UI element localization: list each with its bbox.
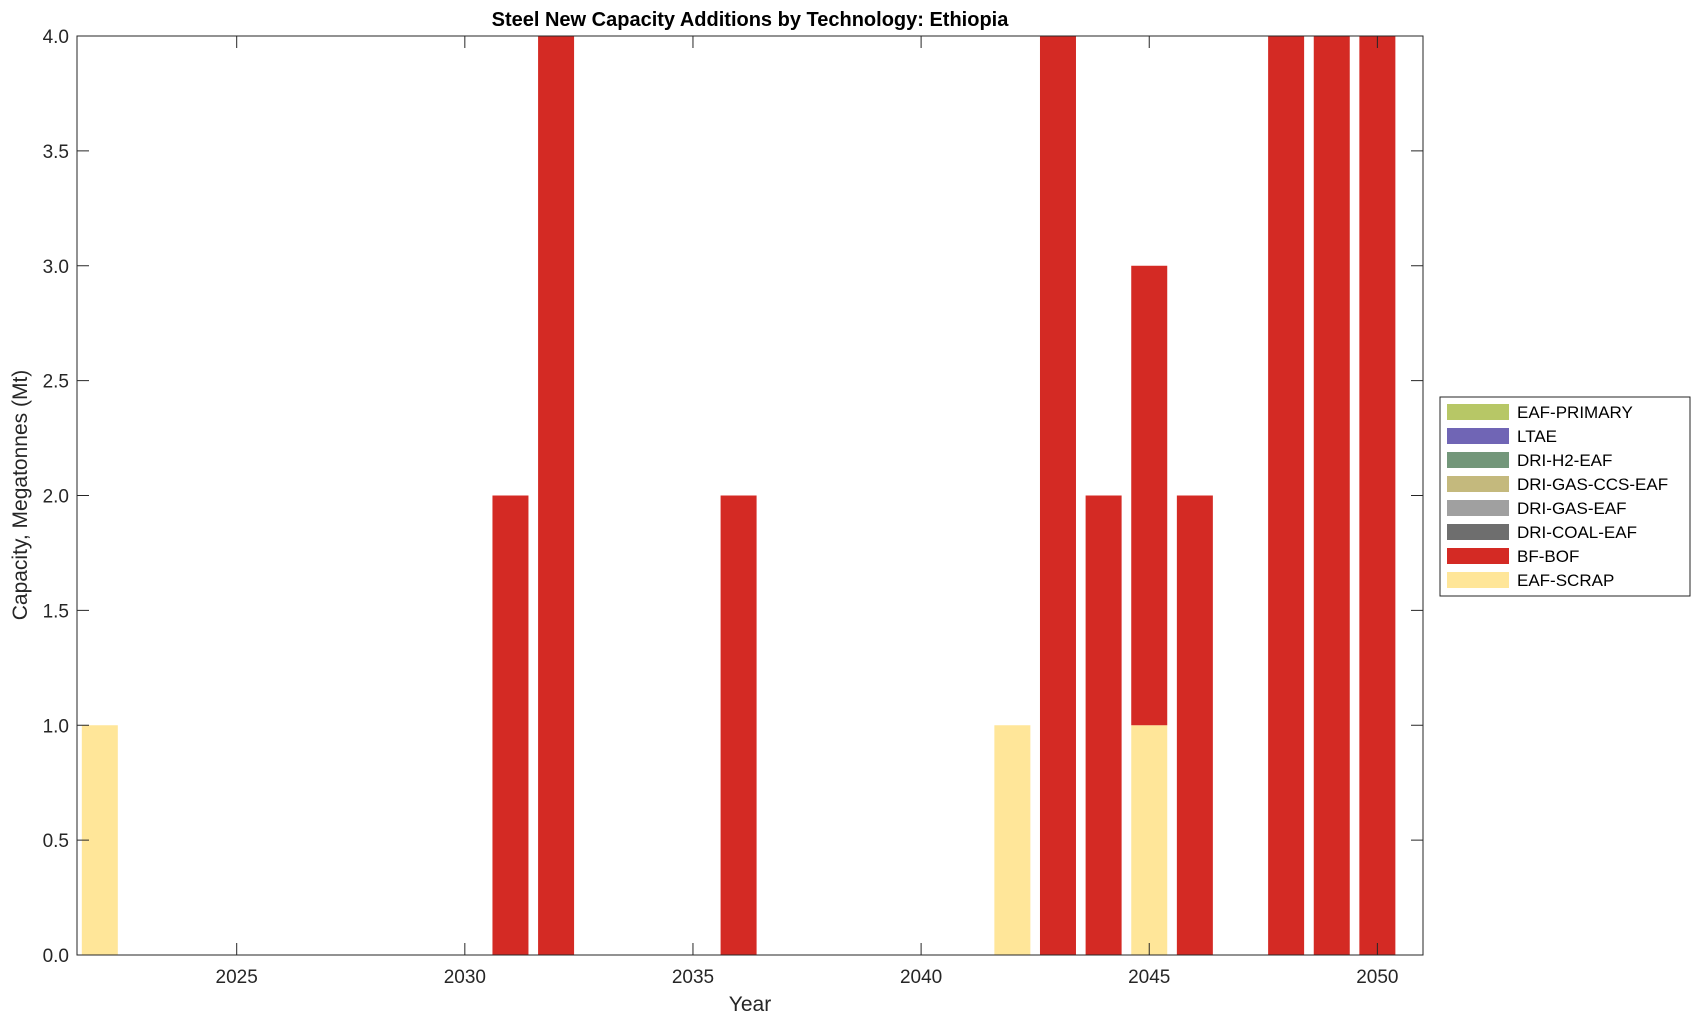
legend-swatch-dri-h2-eaf: [1447, 452, 1509, 468]
legend-swatch-eaf-primary: [1447, 404, 1509, 420]
legend-label-bf-bof: BF-BOF: [1517, 547, 1579, 566]
bar-bf-bof-2049: [1313, 36, 1350, 955]
x-tick-label: 2035: [672, 967, 714, 988]
legend-label-dri-gas-ccs-eaf: DRI-GAS-CCS-EAF: [1517, 475, 1668, 494]
y-tick-label: 1.5: [43, 601, 69, 622]
y-tick-label: 2.5: [43, 372, 69, 393]
x-axis-label: Year: [729, 993, 771, 1016]
y-tick-label: 2.0: [43, 487, 69, 508]
bars-layer: [81, 36, 1396, 955]
legend-swatch-dri-coal-eaf: [1447, 524, 1509, 540]
x-tick-label: 2050: [1356, 967, 1398, 988]
chart-title: Steel New Capacity Additions by Technolo…: [492, 9, 1010, 31]
y-tick-label: 0.0: [43, 946, 69, 967]
bar-eaf-scrap-2045: [1131, 725, 1168, 955]
bar-bf-bof-2036: [720, 495, 757, 955]
legend: EAF-PRIMARY LTAE DRI-H2-EAF DRI-GAS-CCS-EAF…: [1439, 396, 1691, 597]
bar-eaf-scrap-2042: [994, 725, 1031, 955]
legend-label-dri-gas-eaf: DRI-GAS-EAF: [1517, 499, 1627, 518]
x-tick-label: 2025: [216, 967, 258, 988]
bar-bf-bof-2031: [492, 495, 529, 955]
y-tick-label: 4.0: [43, 27, 69, 48]
x-tick-label: 2045: [1128, 967, 1170, 988]
bar-bf-bof-2045: [1131, 265, 1168, 726]
y-tick-label: 3.0: [43, 257, 69, 278]
bar-bf-bof-2050: [1359, 36, 1396, 955]
legend-entries: EAF-PRIMARY LTAE DRI-H2-EAF DRI-GAS-CCS-EAF…: [1447, 403, 1668, 590]
legend-swatch-bf-bof: [1447, 548, 1509, 564]
legend-label-eaf-scrap: EAF-SCRAP: [1517, 571, 1614, 590]
bar-bf-bof-2032: [538, 36, 575, 955]
legend-box: [1439, 396, 1691, 597]
bar-bf-bof-2044: [1085, 495, 1122, 955]
legend-label-dri-coal-eaf: DRI-COAL-EAF: [1517, 523, 1637, 542]
legend-swatch-dri-gas-eaf: [1447, 500, 1509, 516]
y-tick-label: 3.5: [43, 142, 69, 163]
x-tick-label: 2030: [444, 967, 486, 988]
legend-label-ltae: LTAE: [1517, 427, 1557, 446]
x-tick-label: 2040: [900, 967, 942, 988]
legend-swatch-dri-gas-ccs-eaf: [1447, 476, 1509, 492]
plot-frame: [76, 35, 1424, 956]
bar-bf-bof-2043: [1039, 36, 1076, 955]
y-tick-label: 1.0: [43, 716, 69, 737]
legend-label-dri-h2-eaf: DRI-H2-EAF: [1517, 451, 1612, 470]
ticks-layer: 0.0 0.5 1.0 1.5 2.0 2.5 3.0 3.5 4.0 2025 2030 2035 2…: [43, 27, 1423, 988]
y-tick-label: 0.5: [43, 831, 69, 852]
legend-swatch-eaf-scrap: [1447, 572, 1509, 588]
bar-bf-bof-2048: [1268, 36, 1305, 955]
legend-swatch-ltae: [1447, 428, 1509, 444]
bar-bf-bof-2046: [1176, 495, 1213, 955]
legend-label-eaf-primary: EAF-PRIMARY: [1517, 403, 1633, 422]
y-axis-label: Capacity, Megatonnes (Mt): [9, 370, 32, 621]
